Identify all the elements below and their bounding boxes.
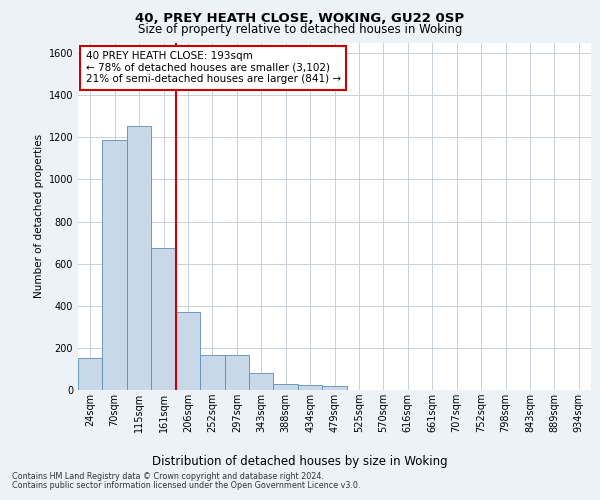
Text: Distribution of detached houses by size in Woking: Distribution of detached houses by size …: [152, 454, 448, 468]
Bar: [274, 384, 298, 390]
Bar: [127, 126, 151, 390]
Text: Size of property relative to detached houses in Woking: Size of property relative to detached ho…: [138, 22, 462, 36]
Text: Contains HM Land Registry data © Crown copyright and database right 2024.: Contains HM Land Registry data © Crown c…: [12, 472, 324, 481]
Bar: [224, 355, 249, 390]
Bar: [200, 355, 224, 390]
Bar: [78, 358, 103, 390]
Bar: [103, 140, 127, 390]
Bar: [176, 312, 200, 390]
Bar: [151, 248, 176, 390]
Bar: [322, 386, 347, 390]
Y-axis label: Number of detached properties: Number of detached properties: [34, 134, 44, 298]
Bar: [298, 384, 322, 390]
Bar: [249, 373, 274, 390]
Text: 40, PREY HEATH CLOSE, WOKING, GU22 0SP: 40, PREY HEATH CLOSE, WOKING, GU22 0SP: [136, 12, 464, 26]
Text: Contains public sector information licensed under the Open Government Licence v3: Contains public sector information licen…: [12, 481, 361, 490]
Text: 40 PREY HEATH CLOSE: 193sqm
← 78% of detached houses are smaller (3,102)
21% of : 40 PREY HEATH CLOSE: 193sqm ← 78% of det…: [86, 51, 341, 84]
